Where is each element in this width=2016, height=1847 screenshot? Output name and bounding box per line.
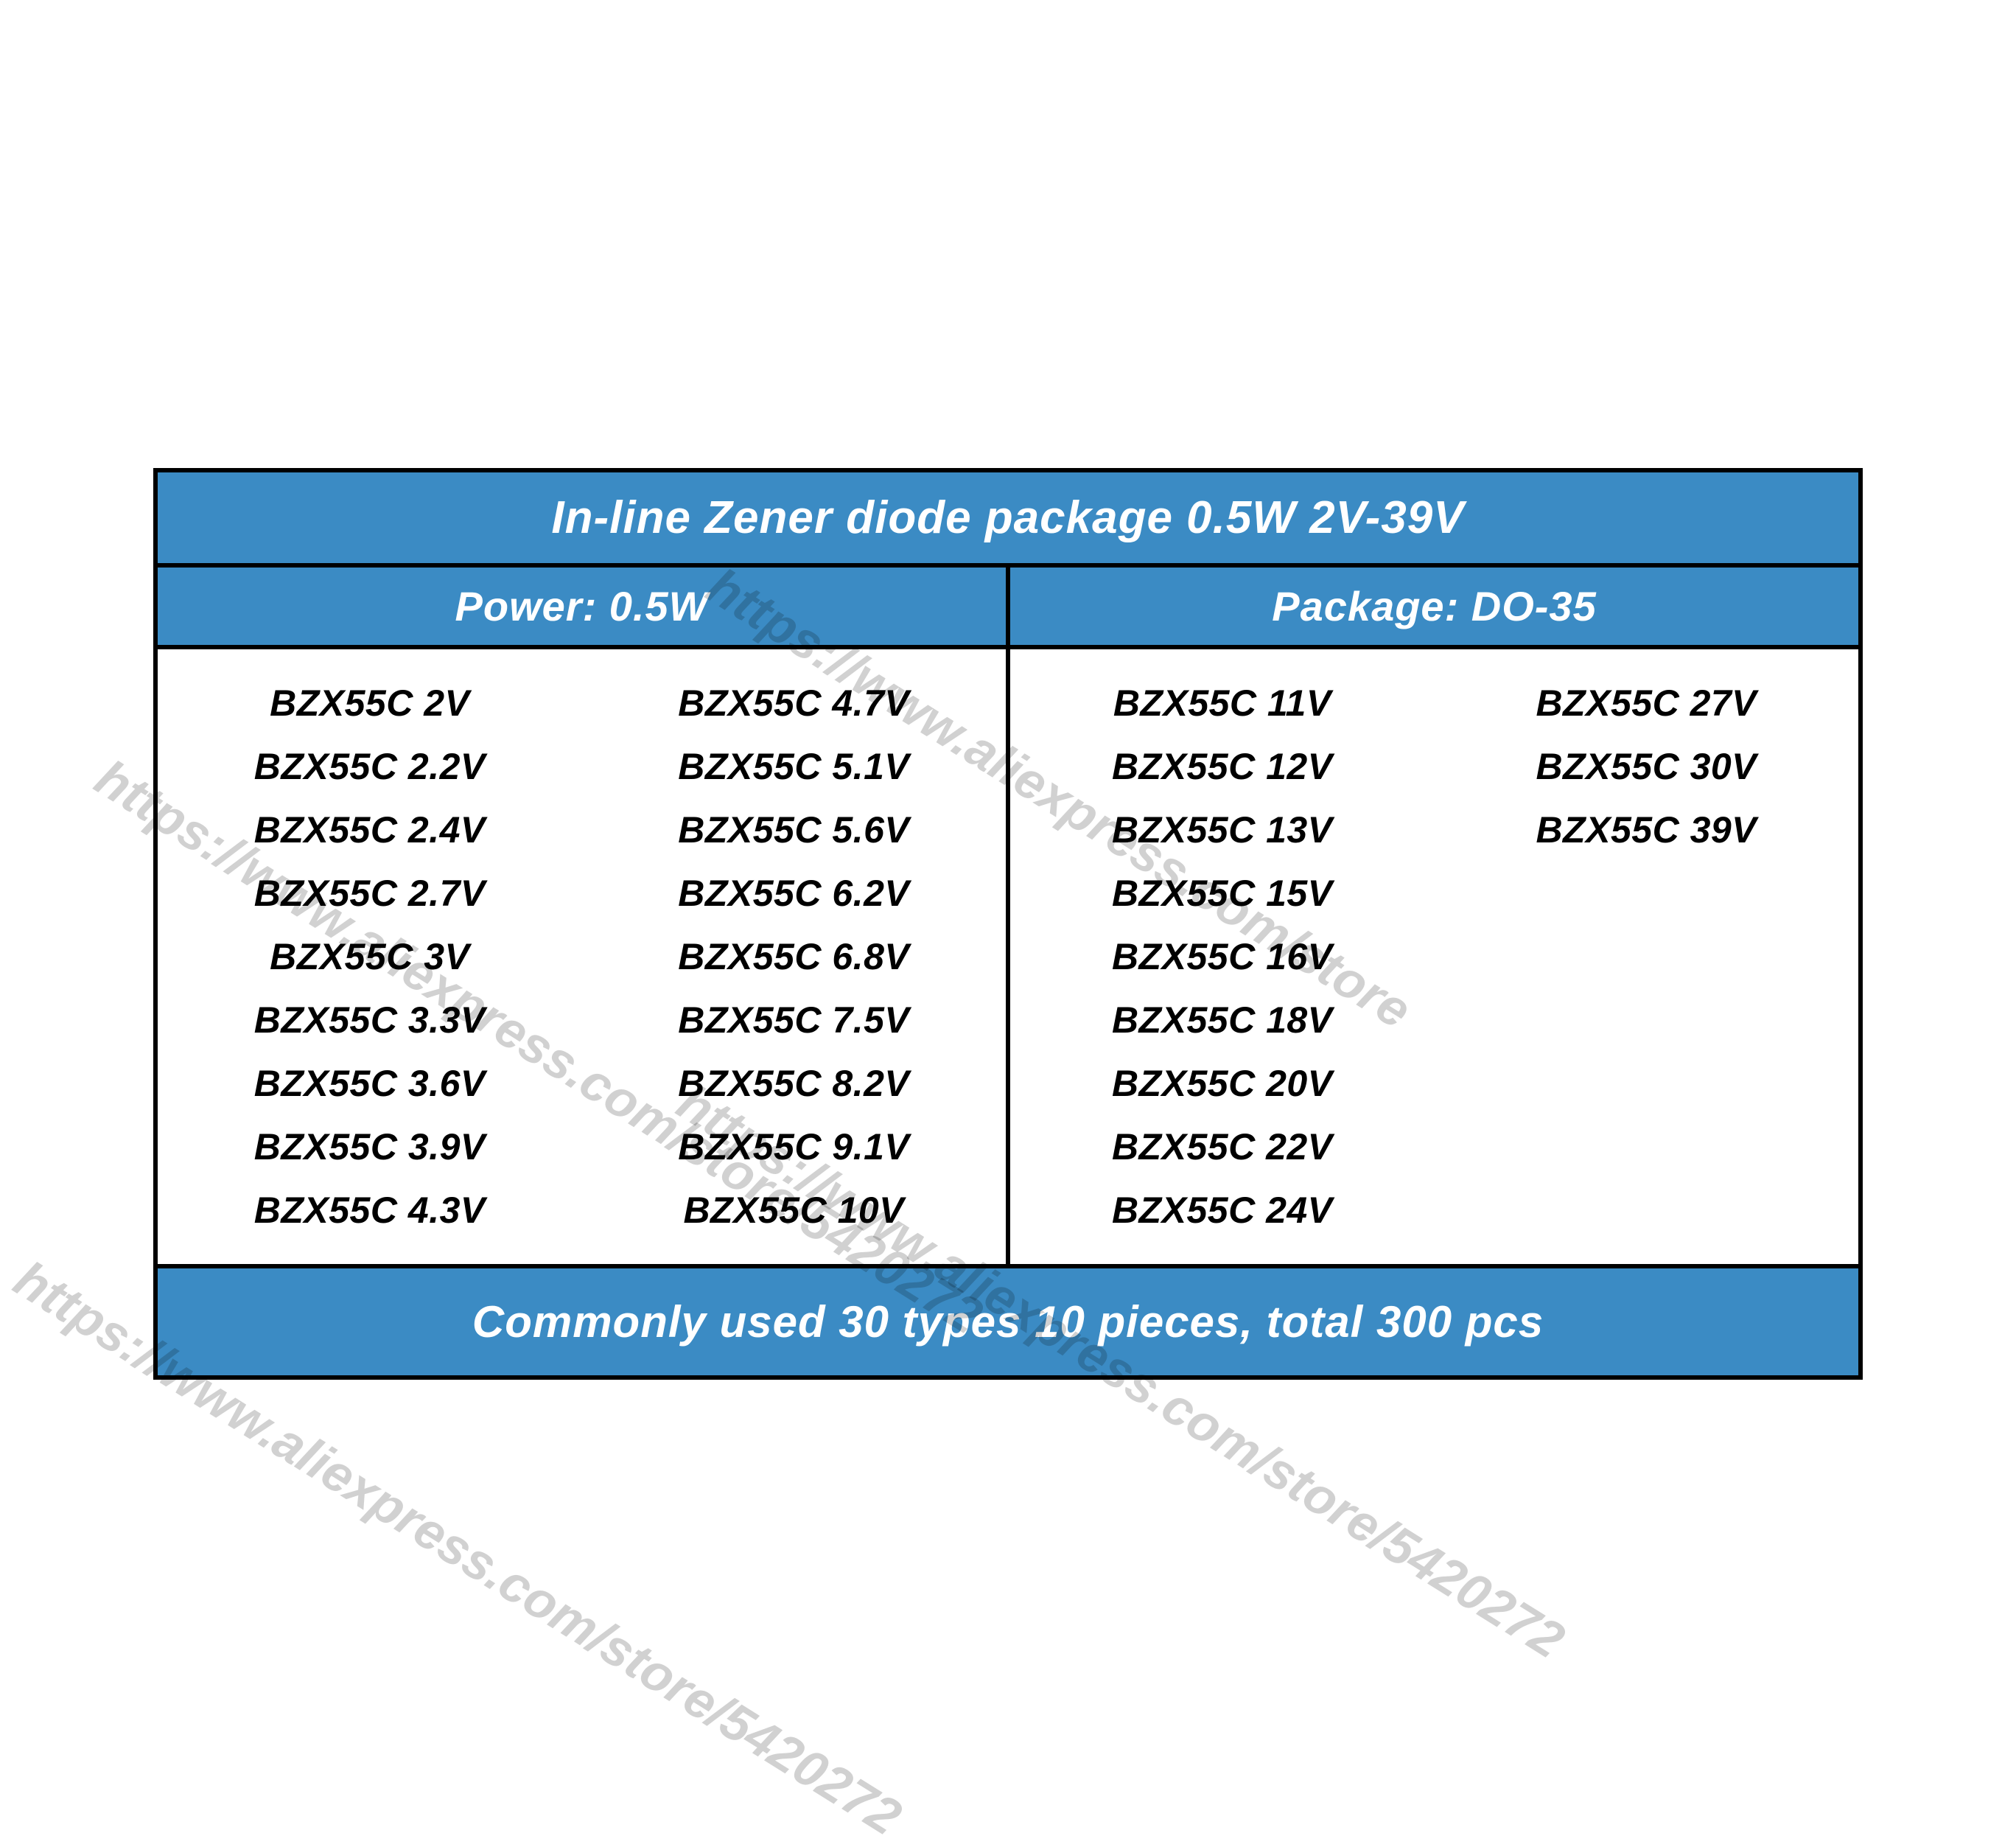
list-item: BZX55C 3.6V	[254, 1052, 486, 1115]
list-item: BZX55C 3.9V	[254, 1115, 486, 1179]
list-item: BZX55C 15V	[1112, 862, 1333, 925]
list-item: BZX55C 3V	[270, 925, 469, 988]
subheader-power: Power: 0.5W	[158, 568, 1010, 645]
body-right: BZX55C 11V BZX55C 12V BZX55C 13V BZX55C …	[1010, 649, 1858, 1264]
body-left: BZX55C 2V BZX55C 2.2V BZX55C 2.4V BZX55C…	[158, 649, 1010, 1264]
list-item: BZX55C 20V	[1112, 1052, 1333, 1115]
column-2: BZX55C 4.7V BZX55C 5.1V BZX55C 5.6V BZX5…	[582, 671, 1007, 1242]
list-item: BZX55C 9.1V	[678, 1115, 909, 1179]
list-item: BZX55C 2.2V	[254, 735, 486, 798]
subheader-package: Package: DO-35	[1010, 568, 1858, 645]
list-item: BZX55C 18V	[1112, 988, 1333, 1052]
list-item: BZX55C 22V	[1112, 1115, 1333, 1179]
list-item: BZX55C 24V	[1112, 1179, 1333, 1242]
list-item: BZX55C 12V	[1112, 735, 1333, 798]
list-item: BZX55C 4.3V	[254, 1179, 486, 1242]
list-item: BZX55C 16V	[1112, 925, 1333, 988]
list-item: BZX55C 27V	[1536, 671, 1757, 735]
list-item: BZX55C 7.5V	[678, 988, 909, 1052]
list-item: BZX55C 6.8V	[678, 925, 909, 988]
diode-table: In-line Zener diode package 0.5W 2V-39V …	[153, 468, 1863, 1380]
list-item: BZX55C 39V	[1536, 798, 1757, 862]
list-item: BZX55C 2.7V	[254, 862, 486, 925]
subheader-row: Power: 0.5W Package: DO-35	[158, 568, 1858, 649]
list-item: BZX55C 8.2V	[678, 1052, 909, 1115]
list-item: BZX55C 6.2V	[678, 862, 909, 925]
list-item: BZX55C 2.4V	[254, 798, 486, 862]
table-body: BZX55C 2V BZX55C 2.2V BZX55C 2.4V BZX55C…	[158, 649, 1858, 1268]
list-item: BZX55C 10V	[683, 1179, 904, 1242]
list-item: BZX55C 13V	[1112, 798, 1333, 862]
list-item: BZX55C 2V	[270, 671, 469, 735]
list-item: BZX55C 5.1V	[678, 735, 909, 798]
table-title: In-line Zener diode package 0.5W 2V-39V	[158, 472, 1858, 568]
list-item: BZX55C 11V	[1113, 671, 1331, 735]
column-4: BZX55C 27V BZX55C 30V BZX55C 39V	[1435, 671, 1859, 1242]
table-container: https://www.aliexpress.com/store https:/…	[153, 468, 1863, 1380]
list-item: BZX55C 4.7V	[678, 671, 909, 735]
list-item: BZX55C 30V	[1536, 735, 1757, 798]
list-item: BZX55C 5.6V	[678, 798, 909, 862]
column-1: BZX55C 2V BZX55C 2.2V BZX55C 2.4V BZX55C…	[158, 671, 582, 1242]
table-footer: Commonly used 30 types 10 pieces, total …	[158, 1268, 1858, 1375]
column-3: BZX55C 11V BZX55C 12V BZX55C 13V BZX55C …	[1010, 671, 1435, 1242]
list-item: BZX55C 3.3V	[254, 988, 486, 1052]
